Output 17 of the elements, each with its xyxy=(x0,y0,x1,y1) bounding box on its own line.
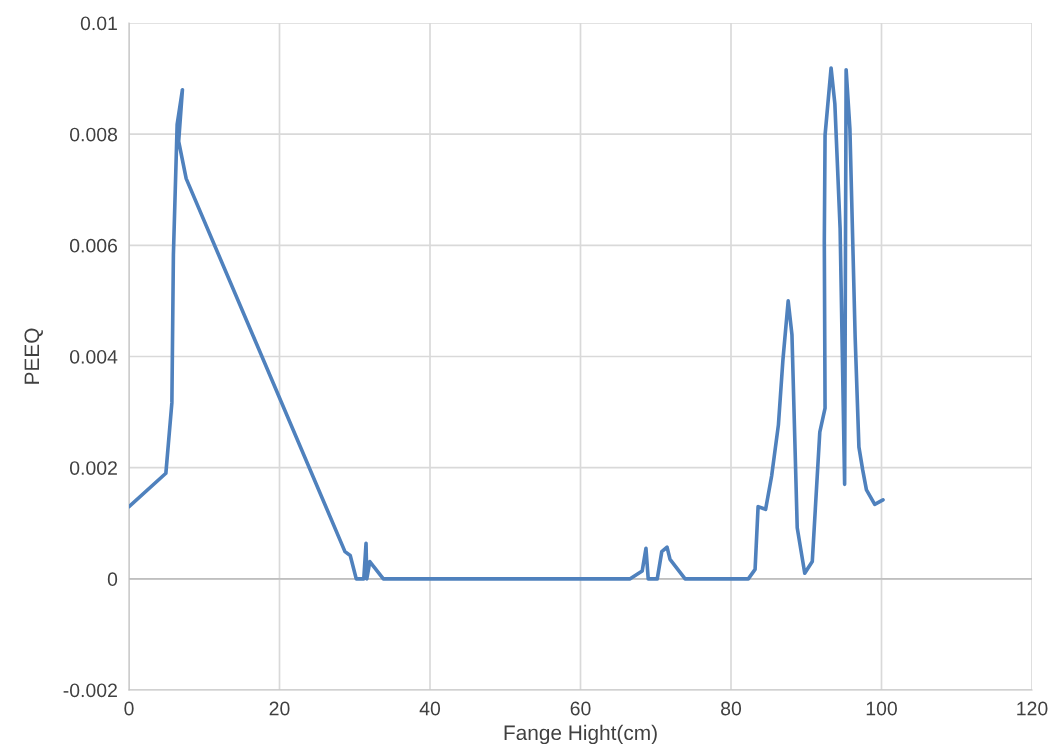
x-tick-label: 40 xyxy=(419,701,441,716)
x-tick-label: 0 xyxy=(124,701,134,716)
y-tick-label: 0 xyxy=(107,572,118,587)
x-tick-label: 20 xyxy=(269,701,290,716)
y-tick-label: 0.008 xyxy=(69,127,118,142)
y-tick-label: 0.01 xyxy=(80,16,117,31)
line-series xyxy=(129,66,885,581)
y-tick-label: 0.006 xyxy=(69,238,118,253)
y-tick-label: -0.002 xyxy=(63,683,117,698)
x-tick-label: 100 xyxy=(866,701,897,716)
y-tick-label: 0.004 xyxy=(69,349,118,364)
x-tick-label: 80 xyxy=(721,701,742,716)
y-tick-label: 0.002 xyxy=(69,461,117,475)
x-axis-title: Fange Hight(cm) xyxy=(504,724,657,744)
x-tick-label: 120 xyxy=(1017,701,1048,716)
y-axis-title: PEEQ xyxy=(24,328,43,384)
x-tick-label: 60 xyxy=(570,701,591,716)
